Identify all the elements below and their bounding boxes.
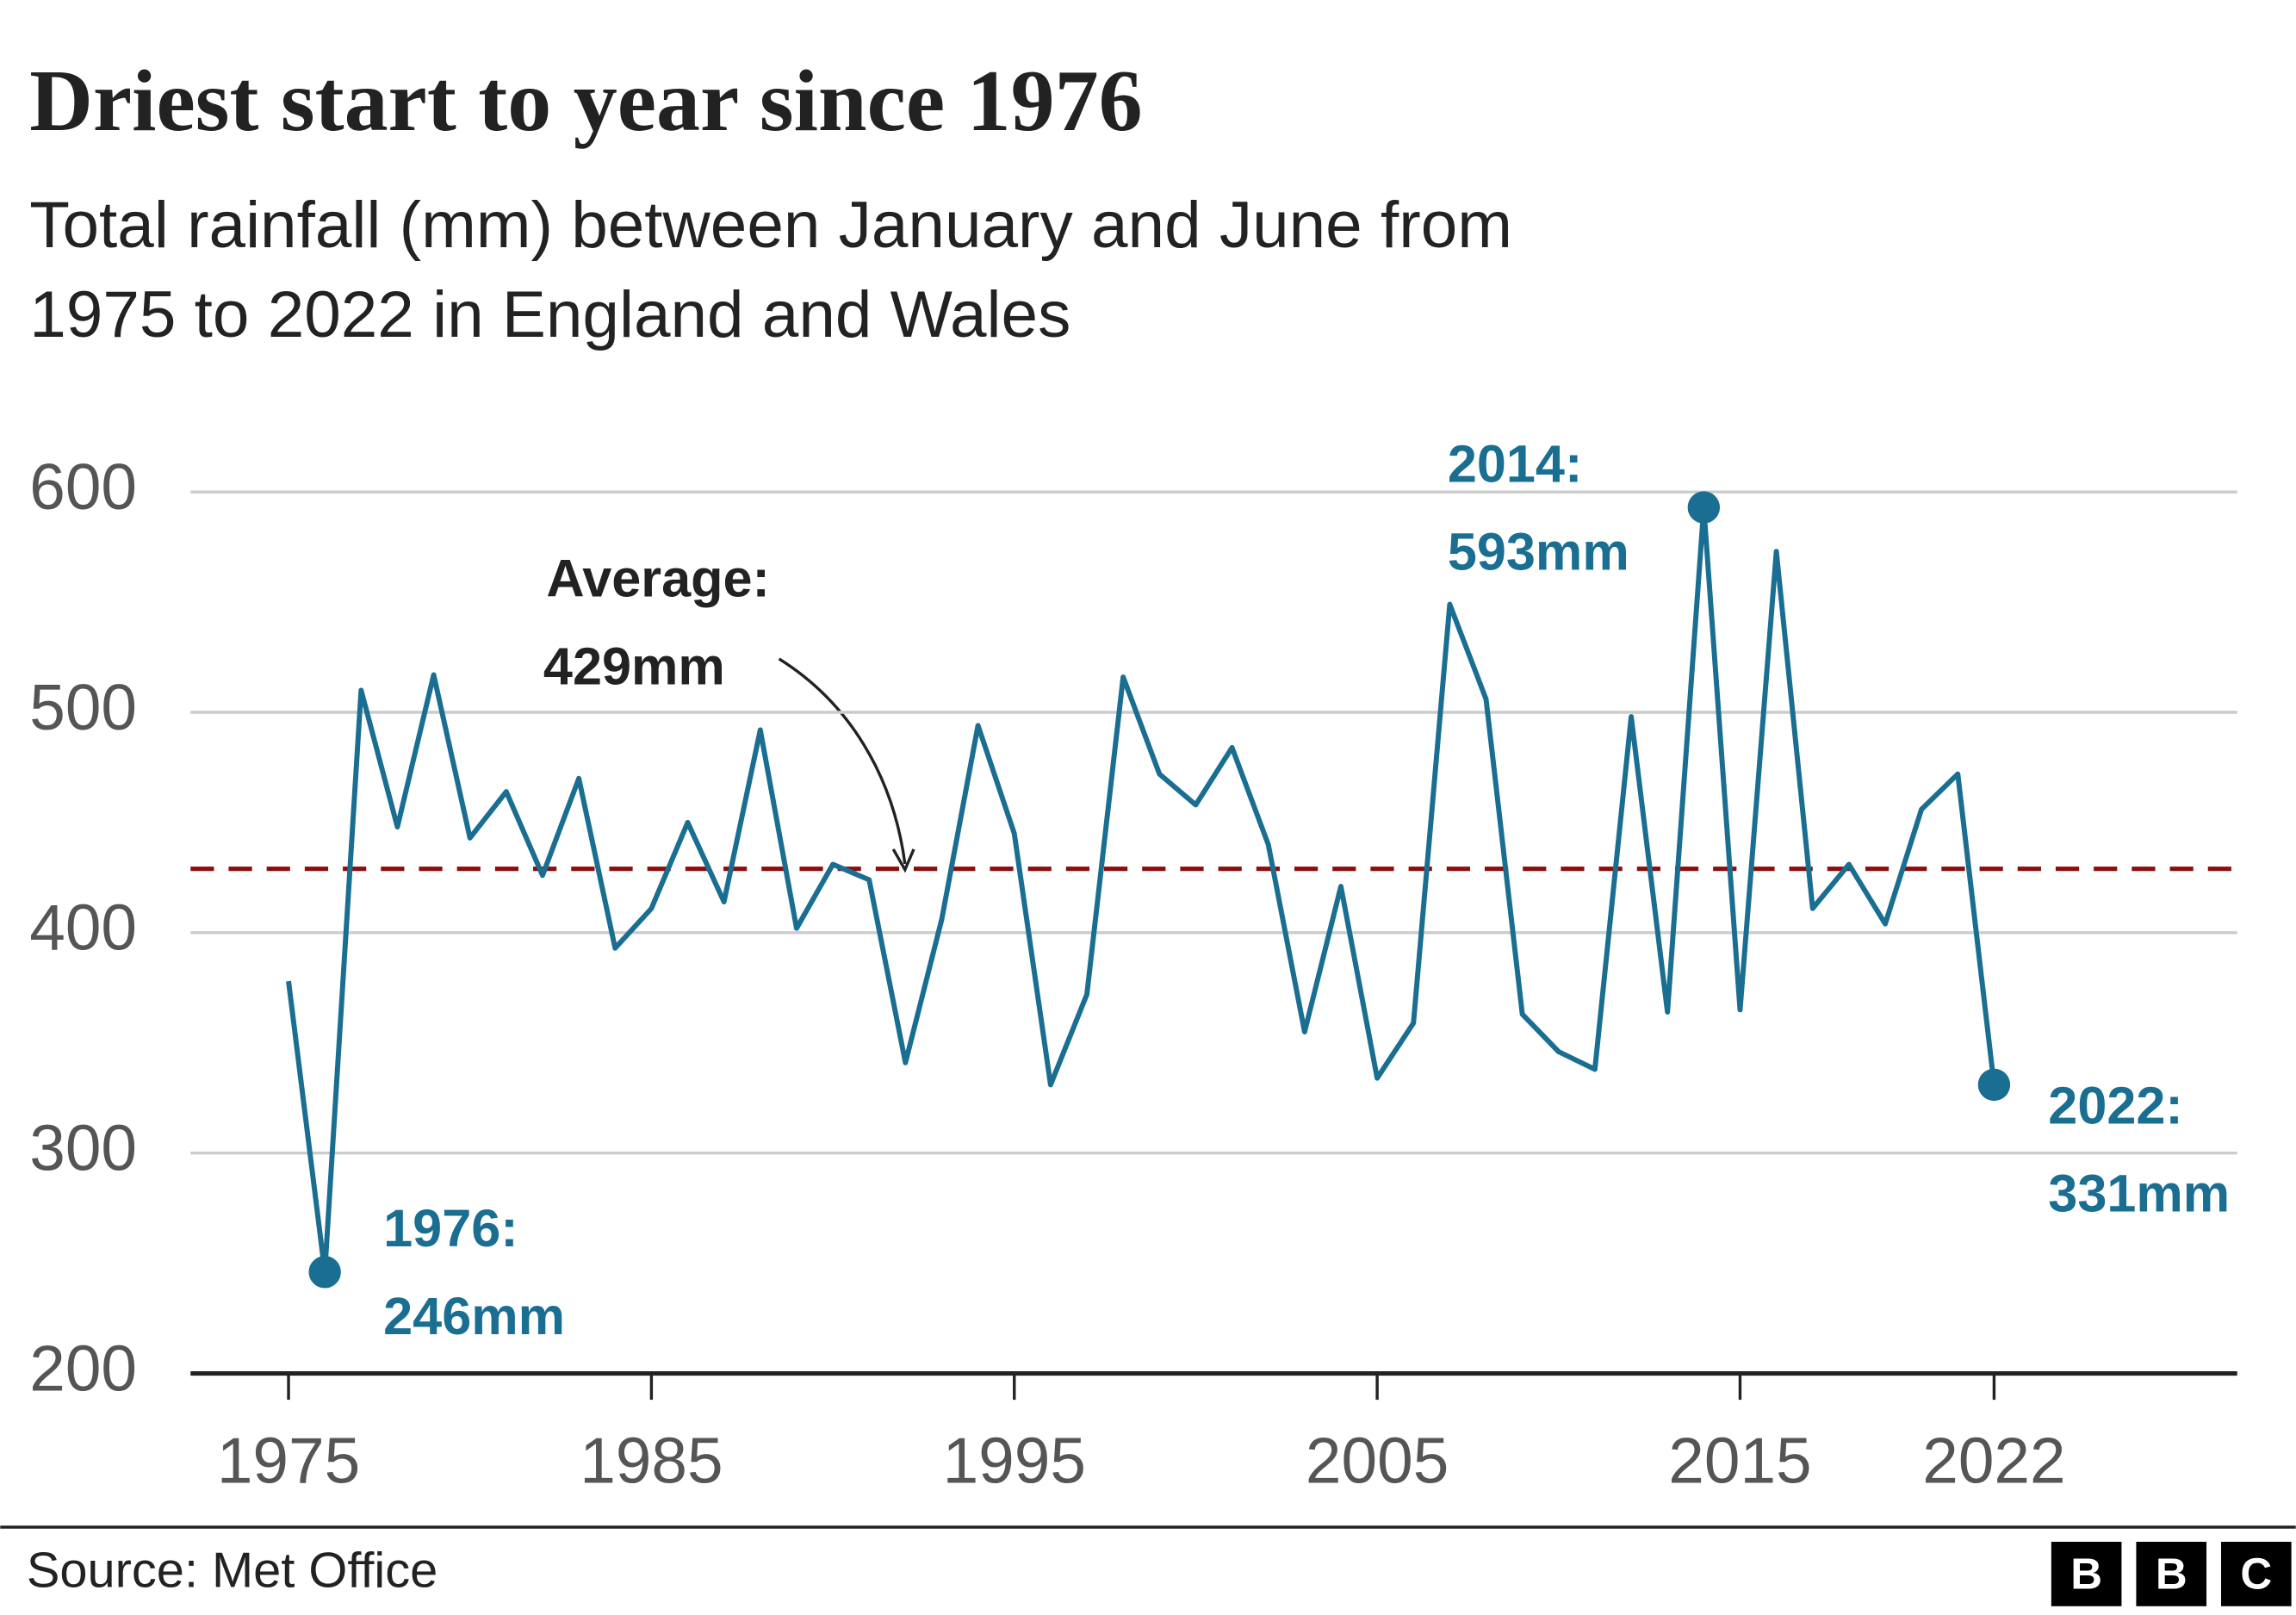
logo-letter: B xyxy=(2070,1549,2102,1598)
line xyxy=(286,505,1997,1275)
annotation-arrow xyxy=(778,657,907,865)
x-tick-label: 2022 xyxy=(1922,1424,2065,1496)
logo-letter: C xyxy=(2240,1549,2272,1598)
logo-block xyxy=(2051,1542,2122,1606)
annotation-label: 2022: xyxy=(2048,1076,2183,1134)
highlight-point xyxy=(1977,1068,2011,1102)
y-tick-label: 400 xyxy=(29,891,137,964)
annotation-value: 593mm xyxy=(1448,522,1629,581)
x-tick-label: 1985 xyxy=(580,1424,723,1496)
logo-letter: B xyxy=(2156,1549,2187,1598)
x-tick-label: 1975 xyxy=(217,1424,360,1496)
y-tick-label: 300 xyxy=(29,1111,137,1183)
arrow-head xyxy=(891,848,915,873)
logo-block xyxy=(2136,1542,2207,1606)
x-tick-label: 2015 xyxy=(1668,1424,1811,1496)
annotation-label: 2014: xyxy=(1448,434,1583,493)
y-tick-label: 600 xyxy=(29,450,137,523)
annotation-value: 246mm xyxy=(383,1287,565,1345)
logo-block xyxy=(2221,1542,2292,1606)
chart-subtitle: Total rainfall (mm) between January and … xyxy=(29,189,1512,262)
chart-subtitle: 1975 to 2022 in England and Wales xyxy=(29,278,1070,351)
highlight-point xyxy=(308,1256,341,1289)
average-value-label: 429mm xyxy=(543,637,725,696)
annotation-value: 331mm xyxy=(2048,1164,2230,1222)
annotation-label: 1976: xyxy=(383,1199,518,1258)
x-tick-label: 2005 xyxy=(1306,1424,1449,1496)
y-tick-label: 500 xyxy=(29,671,137,743)
source: Source: Met Office xyxy=(27,1544,437,1599)
chart-title: Driest start to year since 1976 xyxy=(29,53,1142,150)
x-tick-label: 1995 xyxy=(943,1424,1086,1496)
highlight-point xyxy=(1687,491,1721,524)
y-tick-label: 200 xyxy=(29,1332,137,1404)
average-label: Average: xyxy=(546,550,770,608)
